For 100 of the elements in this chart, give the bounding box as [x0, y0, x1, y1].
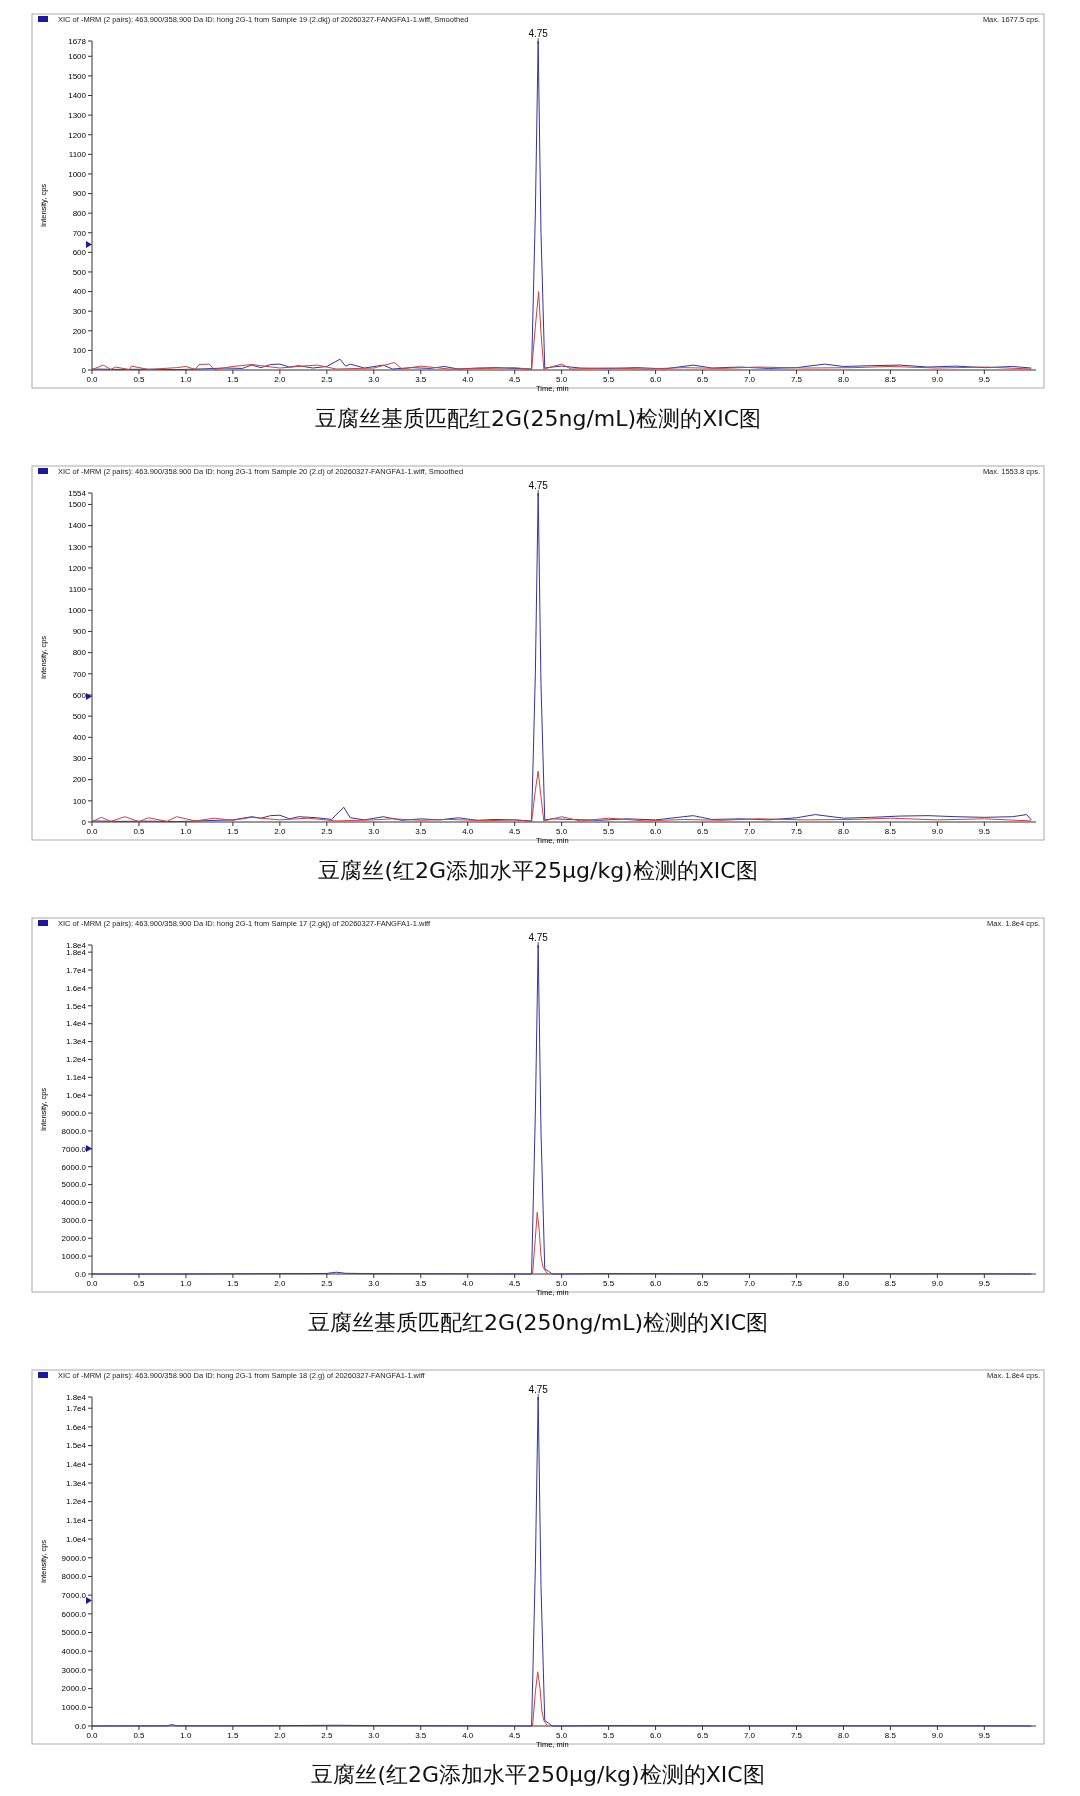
line-series [91, 1396, 1032, 1727]
x-tick-label: 8.5 [884, 1731, 897, 1740]
y-tick-label: 3000.0 [61, 1665, 87, 1675]
y-tick-label: 2000.0 [61, 1684, 87, 1694]
y-tick-label: 300 [72, 306, 87, 316]
x-tick-label: 2.5 [321, 375, 333, 384]
x-tick-label: 2.0 [274, 1279, 286, 1288]
x-tick-label: 1.5 [227, 1731, 239, 1740]
x-tick-label: 3.0 [368, 375, 380, 384]
y-tick-label: 4000.0 [61, 1647, 87, 1657]
x-tick-label: 7.5 [790, 1279, 803, 1288]
x-tick-label: 9.0 [931, 1279, 944, 1288]
y-tick-label: 1.8e4 [65, 947, 87, 957]
x-tick-label: 3.5 [415, 827, 427, 836]
x-tick-label: 2.5 [321, 1731, 333, 1740]
line-series [532, 1671, 549, 1727]
y-tick-label: 1100 [68, 584, 87, 594]
y-tick-label: 1.6e4 [65, 983, 87, 993]
y-tick-label: 0.0 [74, 1721, 87, 1731]
y-tick-label: 1.1e4 [65, 1073, 87, 1083]
x-tick-label: 1.0 [180, 1279, 193, 1288]
x-tick-label: 8.5 [884, 827, 897, 836]
x-tick-label: 3.0 [368, 827, 380, 836]
y-tick-label: 6000.0 [61, 1609, 87, 1619]
y-tick-label: 400 [72, 287, 87, 297]
y-tick-label: 7000.0 [61, 1144, 87, 1154]
x-tick-label: 2.5 [321, 827, 333, 836]
line-series [532, 1211, 549, 1275]
y-tick-label: 800 [72, 648, 87, 658]
x-tick-label: 5.0 [556, 375, 568, 384]
x-tick-label: 1.0 [180, 1731, 193, 1740]
y-tick-label: 1.7e4 [65, 1404, 87, 1414]
x-tick-label: 4.0 [462, 1731, 474, 1740]
x-tick-label: 0.5 [133, 1279, 146, 1288]
x-tick-label: 6.5 [696, 1279, 709, 1288]
x-tick-label: 5.0 [556, 1279, 568, 1288]
x-tick-label: 6.0 [650, 827, 662, 836]
x-tick-label: 6.0 [650, 1731, 662, 1740]
x-tick-label: 8.0 [837, 1279, 850, 1288]
y-tick-label: 300 [72, 754, 87, 764]
x-tick-label: 9.0 [931, 827, 944, 836]
y-tick-label: 5000.0 [61, 1628, 87, 1638]
y-tick-label: 8000.0 [61, 1572, 87, 1582]
y-tick-label: 200 [72, 326, 87, 336]
x-tick-label: 9.0 [931, 1731, 944, 1740]
y-tick-label: 1300 [68, 110, 87, 120]
y-tick-label: 200 [72, 775, 87, 785]
x-tick-label: 9.5 [978, 1731, 991, 1740]
y-tick-label: 1.8e4 [65, 940, 87, 950]
y-tick-label: 6000.0 [61, 1162, 87, 1172]
x-tick-label: 1.5 [227, 375, 239, 384]
x-tick-label: 4.5 [509, 1731, 521, 1740]
y-tick-label: 1554 [68, 488, 87, 498]
x-tick-label: 7.0 [743, 1731, 756, 1740]
y-tick-label: 1.0e4 [65, 1091, 87, 1100]
x-tick-label: 7.5 [790, 827, 803, 836]
y-tick-label: 500 [72, 711, 87, 721]
y-tick-label: 1.5e4 [65, 1001, 87, 1011]
y-tick-label: 7000.0 [61, 1590, 87, 1600]
x-tick-label: 3.5 [415, 1279, 427, 1288]
x-tick-label: 7.0 [743, 827, 756, 836]
line-series [91, 291, 1032, 371]
text: 豆腐丝基质匹配红2G(250ng/mL)检测的XIC图 [307, 1310, 769, 1335]
y-tick-label: 1000 [68, 169, 87, 179]
text: 豆腐丝(红2G添加水平25μg/kg)检测的XIC图 [318, 858, 758, 883]
y-tick-label: 1.2e4 [65, 1497, 87, 1507]
x-tick-label: 9.0 [931, 375, 944, 384]
x-tick-label: 4.5 [509, 827, 521, 836]
x-tick-label: 5.0 [556, 827, 568, 836]
x-tick-label: 9.5 [978, 375, 991, 384]
line-series [91, 40, 1032, 371]
y-tick-label: 1.2e4 [65, 1055, 87, 1065]
text: 豆腐丝基质匹配红2G(25ng/mL)检测的XIC图 [314, 406, 762, 431]
x-tick-label: 8.0 [837, 375, 850, 384]
x-tick-label: 0.5 [133, 1731, 146, 1740]
text: 豆腐丝(红2G添加水平250μg/kg)检测的XIC图 [311, 1762, 765, 1787]
x-tick-label: 5.5 [603, 827, 615, 836]
x-tick-label: 6.0 [650, 375, 662, 384]
x-tick-label: 3.5 [415, 1731, 427, 1740]
text: 4.75 [528, 28, 549, 39]
x-tick-label: 8.0 [837, 827, 850, 836]
x-tick-label: 1.0 [180, 375, 193, 384]
y-tick-label: 1400 [68, 91, 87, 101]
y-tick-label: 4000.0 [61, 1198, 87, 1208]
x-tick-label: 6.5 [696, 1731, 709, 1740]
y-tick-label: 100 [72, 346, 87, 356]
y-tick-label: 5000.0 [61, 1180, 87, 1190]
x-tick-label: 7.5 [790, 1731, 803, 1740]
y-tick-label: 900 [72, 627, 87, 637]
x-tick-label: 5.0 [556, 1731, 568, 1740]
y-tick-label: 1000.0 [61, 1703, 87, 1713]
y-tick-label: 1200 [68, 563, 87, 573]
x-tick-label: 4.0 [462, 827, 474, 836]
x-tick-label: 1.5 [227, 1279, 239, 1288]
x-tick-label: 5.5 [603, 375, 615, 384]
x-tick-label: 3.0 [368, 1731, 380, 1740]
y-tick-label: 1678 [68, 36, 87, 46]
y-tick-label: 1000.0 [61, 1251, 87, 1261]
y-tick-label: 1000 [68, 606, 87, 616]
x-tick-label: 7.0 [743, 1279, 756, 1288]
